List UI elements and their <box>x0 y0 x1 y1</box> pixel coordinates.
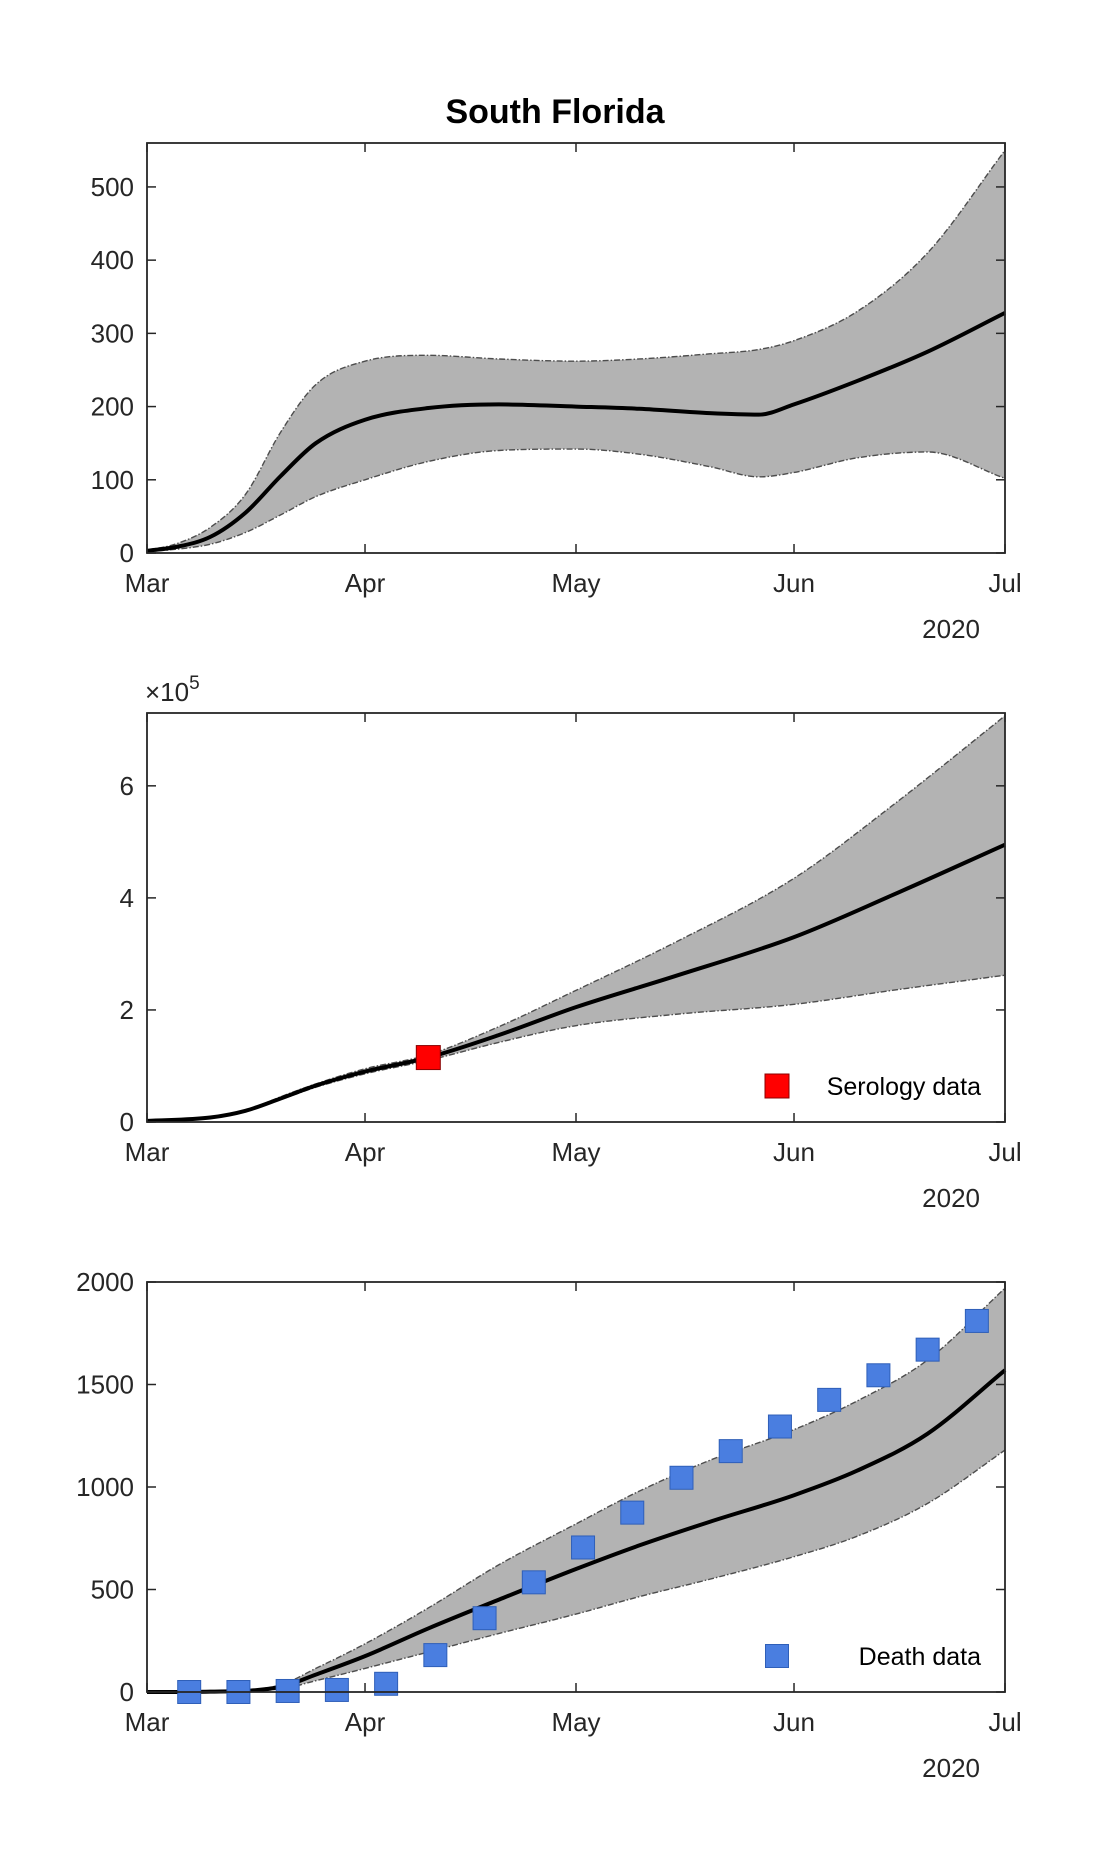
x-year-label: 2020 <box>922 1183 980 1213</box>
y-tick-label: 300 <box>91 318 134 348</box>
death-data-point <box>915 1337 940 1362</box>
y-tick-label: 2000 <box>76 1267 134 1297</box>
x-tick-label: Jul <box>988 1707 1021 1737</box>
uncertainty-band <box>147 715 1005 1121</box>
y-tick-label: 0 <box>120 538 134 568</box>
x-tick-label: May <box>551 1707 600 1737</box>
upper-bound-line <box>146 149 1006 551</box>
y-tick-label: 500 <box>91 172 134 202</box>
death-data-point <box>324 1677 349 1702</box>
x-tick-label: Apr <box>345 1707 386 1737</box>
x-year-label: 2020 <box>922 614 980 644</box>
y-tick-label: 2 <box>120 995 134 1025</box>
y-tick-label: 0 <box>120 1677 134 1707</box>
x-tick-label: May <box>551 1137 600 1167</box>
uncertainty-band <box>147 150 1005 552</box>
x-year-label: 2020 <box>922 1753 980 1783</box>
legend-label: Serology data <box>827 1073 981 1101</box>
x-tick-label: Jul <box>988 568 1021 598</box>
death-data-point <box>718 1439 743 1464</box>
death-data-point <box>620 1500 645 1525</box>
y-multiplier: ×105 <box>145 673 200 707</box>
death-data-point <box>964 1308 989 1333</box>
y-tick-label: 500 <box>91 1575 134 1605</box>
death-data-point <box>472 1606 497 1631</box>
x-tick-label: Mar <box>125 1137 170 1167</box>
death-data-point <box>374 1671 399 1696</box>
median-line <box>146 311 1006 553</box>
y-multiplier-exponent: 5 <box>189 673 200 694</box>
y-tick-label: 1500 <box>76 1370 134 1400</box>
x-tick-label: May <box>551 568 600 598</box>
upper-bound-line <box>146 1287 1006 1693</box>
y-tick-label: 400 <box>91 245 134 275</box>
death-data-point <box>669 1465 694 1490</box>
death-data-point <box>767 1414 792 1439</box>
lower-bound-line <box>146 448 1006 553</box>
y-tick-label: 6 <box>120 771 134 801</box>
x-tick-label: Jun <box>773 1137 815 1167</box>
x-tick-label: Apr <box>345 568 386 598</box>
death-data-point <box>423 1643 448 1668</box>
x-tick-label: Jun <box>773 1707 815 1737</box>
y-tick-label: 0 <box>120 1107 134 1137</box>
figure-title: South Florida <box>445 93 665 131</box>
panel-bottom-deaths: Death data 0 500 1000 1500 2000 Mar Apr May Jun Ju… <box>76 1267 1021 1783</box>
death-data-point <box>275 1678 300 1703</box>
death-data-point <box>817 1387 842 1412</box>
death-data-point <box>571 1535 596 1560</box>
y-tick-label: 1000 <box>76 1472 134 1502</box>
median-line <box>146 842 1006 1123</box>
y-multiplier-base: ×10 <box>145 677 189 707</box>
legend-label: Death data <box>859 1643 981 1671</box>
y-tick-label: 4 <box>120 883 134 913</box>
y-tick-label: 200 <box>91 392 134 422</box>
legend-marker <box>765 1644 789 1668</box>
y-tick-label: 100 <box>91 465 134 495</box>
panel-top-case-count: 0 100 200 300 400 500 Mar Apr May Jun Jul 2020 <box>91 142 1022 644</box>
x-tick-label: Apr <box>345 1137 386 1167</box>
x-tick-label: Mar <box>125 568 170 598</box>
serology-data-point <box>415 1045 441 1071</box>
x-tick-label: Jul <box>988 1137 1021 1167</box>
x-tick-label: Mar <box>125 1707 170 1737</box>
panel-middle-serology: Serology data 0 2 4 6 Mar Apr May Jun Jul 2020 ×105 <box>120 673 1022 1213</box>
uncertainty-band <box>147 1288 1005 1692</box>
legend-marker <box>764 1073 790 1099</box>
x-tick-label: Jun <box>773 568 815 598</box>
death-data-point <box>521 1570 546 1595</box>
death-data-point <box>866 1363 891 1388</box>
